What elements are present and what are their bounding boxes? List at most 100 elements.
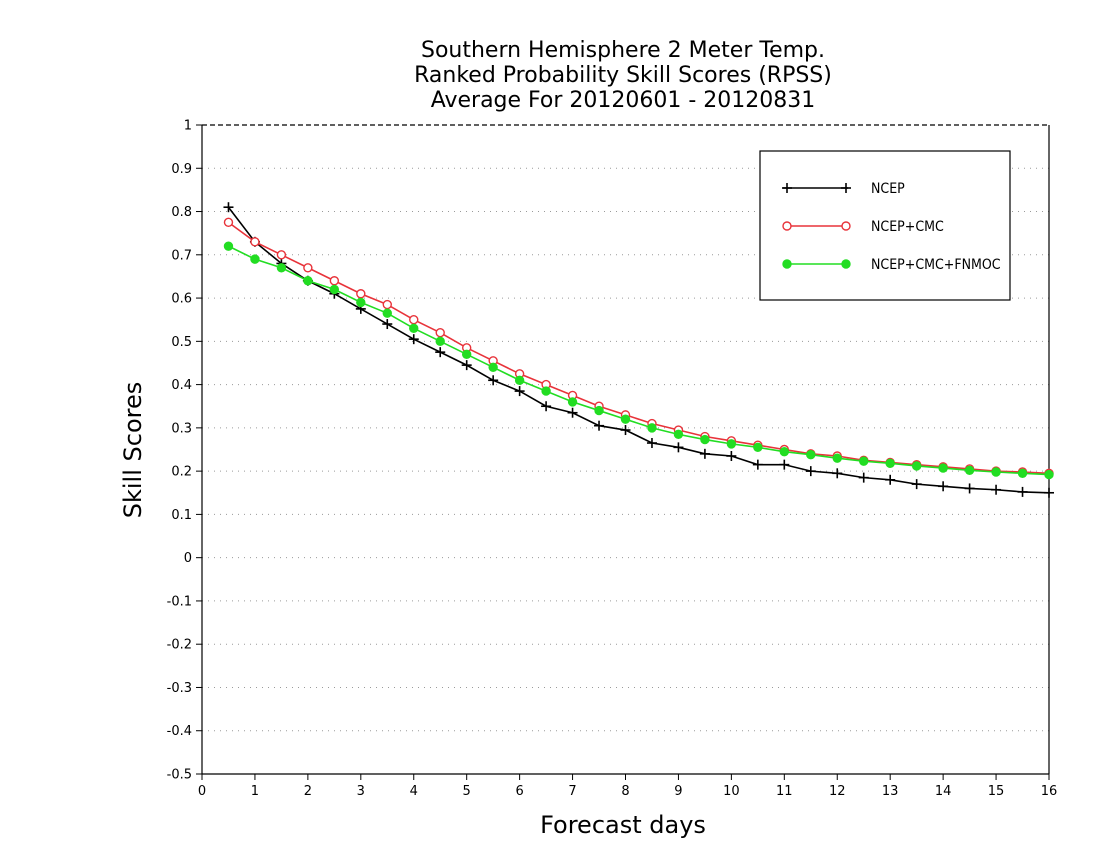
x-tick-label: 3 [357, 784, 365, 799]
x-axis-label: Forecast days [540, 811, 706, 839]
x-tick-label: 7 [568, 784, 576, 799]
data-point-filled-circle [567, 397, 578, 407]
data-point-open-circle [409, 315, 419, 325]
data-point-filled-circle [726, 439, 737, 449]
x-tick-label: 2 [304, 784, 312, 799]
data-point-filled-circle [223, 241, 234, 251]
y-tick-label: 1 [184, 119, 192, 134]
x-tick-label: 9 [674, 784, 682, 799]
x-tick-label: 11 [776, 784, 793, 799]
axes [196, 124, 1050, 780]
data-point-filled-circle [806, 449, 816, 460]
data-point-filled-circle [673, 429, 684, 440]
data-point-plus [911, 479, 922, 490]
data-point-filled-circle [991, 467, 1001, 477]
data-point-plus [541, 401, 552, 412]
data-point-filled-circle [461, 349, 472, 360]
data-point-filled-circle [488, 362, 498, 372]
y-tick-labels: 1 0.9 0.8 0.7 0.6 0.5 0.4 0.3 0.2 0.1 0 -0.1 -0.2 -0.… [167, 119, 192, 783]
data-point-filled-circle [911, 461, 922, 471]
data-point-open-circle [223, 217, 234, 228]
data-point-filled-circle [938, 463, 948, 473]
data-point-plus [964, 483, 975, 494]
data-point-open-circle [250, 237, 260, 247]
chart-title: Southern Hemisphere 2 Meter Temp. Ranked… [414, 38, 832, 113]
y-tick-label: 0.9 [171, 162, 192, 177]
y-tick-label: -0.2 [167, 638, 192, 653]
legend-label: NCEP [871, 181, 905, 197]
y-tick-label: 0.5 [171, 335, 192, 350]
data-point-filled-circle [303, 276, 313, 286]
data-point-plus [408, 334, 419, 345]
data-point-open-circle [841, 221, 851, 231]
data-point-plus [841, 183, 851, 193]
data-point-filled-circle [356, 297, 366, 308]
data-point-plus [673, 442, 684, 453]
data-point-plus [620, 425, 631, 436]
data-point-plus [858, 472, 869, 483]
data-point-plus [752, 459, 763, 470]
data-point-plus [832, 468, 843, 479]
data-point-plus [805, 466, 816, 477]
data-point-plus [782, 183, 792, 193]
y-tick-label: 0.8 [171, 205, 192, 220]
y-tick-label: 0.4 [171, 378, 192, 393]
data-point-plus [435, 347, 446, 358]
data-point-plus [488, 375, 499, 386]
data-point-filled-circle [700, 434, 710, 445]
data-point-plus [382, 319, 393, 330]
y-tick-label: -0.5 [167, 768, 192, 783]
data-point-filled-circle [964, 465, 975, 475]
data-point-plus [1044, 487, 1054, 498]
y-tick-label: 0.7 [171, 248, 192, 263]
title-line-3: Average For 20120601 - 20120831 [431, 88, 816, 113]
data-point-filled-circle [832, 453, 842, 463]
data-point-filled-circle [647, 423, 657, 433]
x-tick-label: 10 [723, 784, 740, 799]
y-tick-label: 0 [184, 551, 192, 566]
data-point-filled-circle [514, 375, 525, 385]
data-point-filled-circle [1044, 469, 1054, 480]
x-tick-label: 13 [882, 784, 899, 799]
title-line-2: Ranked Probability Skill Scores (RPSS) [414, 63, 832, 88]
data-point-filled-circle [409, 323, 419, 334]
data-point-filled-circle [329, 284, 340, 295]
series-ncep-cmc-fnmoc [223, 241, 1054, 480]
data-point-open-circle [382, 299, 392, 310]
legend: NCEP NCEP+CMC NCEP+CMC+FNMOC [759, 150, 1011, 301]
data-point-open-circle [329, 276, 340, 286]
x-tick-label: 4 [410, 784, 418, 799]
y-tick-label: 0.1 [171, 508, 192, 523]
data-point-plus [991, 484, 1002, 495]
data-point-filled-circle [541, 386, 551, 396]
x-tick-label: 14 [935, 784, 952, 799]
data-point-plus [885, 474, 896, 485]
y-tick-label: 0.6 [171, 292, 192, 307]
data-point-plus [223, 202, 234, 213]
data-point-plus [699, 448, 710, 459]
data-point-plus [938, 481, 949, 492]
data-point-plus [567, 407, 578, 418]
series-ncep [223, 202, 1054, 498]
title-line-1: Southern Hemisphere 2 Meter Temp. [421, 38, 825, 63]
y-tick-label: 0.2 [171, 465, 192, 480]
data-point-plus [594, 420, 605, 431]
data-point-filled-circle [1017, 468, 1028, 478]
x-tick-label: 16 [1041, 784, 1058, 799]
data-point-filled-circle [620, 414, 631, 424]
legend-label: NCEP+CMC [871, 219, 944, 235]
x-tick-label: 6 [515, 784, 523, 799]
data-point-plus [461, 360, 472, 371]
data-point-open-circle [276, 250, 287, 260]
data-point-filled-circle [779, 446, 790, 457]
legend-label: NCEP+CMC+FNMOC [871, 257, 1001, 273]
x-tick-label: 12 [829, 784, 846, 799]
x-tick-label: 1 [251, 784, 259, 799]
data-point-open-circle [303, 263, 313, 273]
y-axis-label: Skill Scores [119, 382, 147, 519]
data-series [223, 202, 1054, 498]
data-point-open-circle [356, 289, 366, 299]
data-point-filled-circle [594, 405, 604, 416]
data-point-plus [514, 386, 525, 397]
data-point-filled-circle [435, 336, 445, 347]
